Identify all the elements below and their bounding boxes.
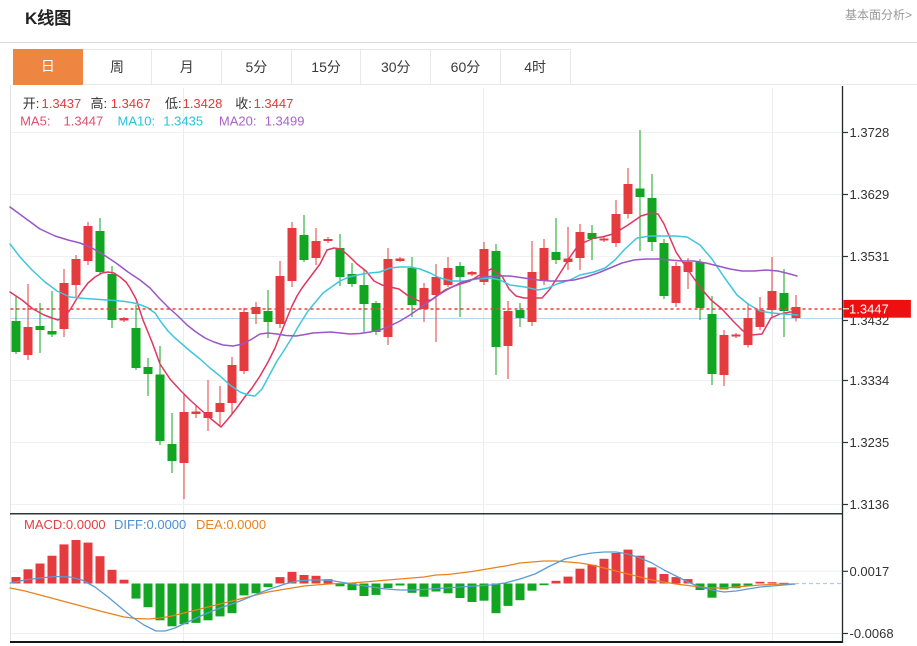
svg-text:1.3437: 1.3437 xyxy=(42,96,82,111)
svg-text:1.3499: 1.3499 xyxy=(265,114,305,129)
svg-text:DIFF:0.0000: DIFF:0.0000 xyxy=(114,517,186,532)
svg-text:MACD:0.0000: MACD:0.0000 xyxy=(24,517,106,532)
svg-text:1.3235: 1.3235 xyxy=(850,435,890,450)
svg-text:开:: 开: xyxy=(23,96,40,111)
svg-text:0.0017: 0.0017 xyxy=(850,564,890,579)
svg-text:1.3136: 1.3136 xyxy=(850,497,890,512)
svg-text:1.3428: 1.3428 xyxy=(183,96,223,111)
svg-text:1.3728: 1.3728 xyxy=(850,125,890,140)
svg-text:MA10:: MA10: xyxy=(118,114,156,129)
svg-text:1.3435: 1.3435 xyxy=(163,114,203,129)
svg-text:1.3467: 1.3467 xyxy=(111,96,151,111)
svg-text:1.3531: 1.3531 xyxy=(850,249,890,264)
svg-text:MA5:: MA5: xyxy=(20,114,50,129)
svg-text:DEA:0.0000: DEA:0.0000 xyxy=(196,517,266,532)
svg-text:1.3334: 1.3334 xyxy=(850,373,890,388)
svg-text:1.3629: 1.3629 xyxy=(850,187,890,202)
svg-text:MA20:: MA20: xyxy=(219,114,257,129)
svg-text:收:: 收: xyxy=(235,96,252,111)
svg-text:1.3447: 1.3447 xyxy=(64,114,104,129)
svg-text:高:: 高: xyxy=(91,96,108,111)
svg-text:1.3447: 1.3447 xyxy=(254,96,294,111)
svg-text:低:: 低: xyxy=(165,96,182,111)
svg-text:-0.0068: -0.0068 xyxy=(850,626,894,641)
svg-text:1.3447: 1.3447 xyxy=(849,301,889,316)
